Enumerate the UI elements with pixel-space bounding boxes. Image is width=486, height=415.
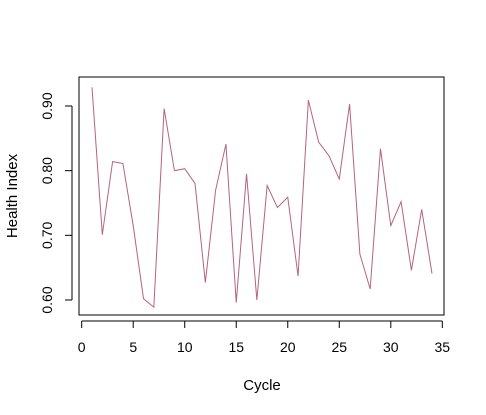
- y-tick-label: 0.90: [39, 92, 55, 119]
- x-axis-title: Cycle: [243, 377, 281, 394]
- y-axis: 0.60 0.70 0.80 0.90: [39, 92, 73, 314]
- x-tick-label: 10: [177, 339, 193, 355]
- plot-frame: [78, 76, 445, 316]
- y-axis-title: Health Index: [4, 153, 21, 238]
- y-tick-label: 0.80: [39, 157, 55, 184]
- x-axis: 0 5 10 15 20 25 30 35: [78, 320, 451, 355]
- y-tick-label: 0.70: [39, 221, 55, 248]
- x-tick-label: 35: [435, 339, 451, 355]
- x-tick-label: 0: [78, 339, 86, 355]
- x-tick-label: 25: [331, 339, 347, 355]
- x-tick-label: 30: [383, 339, 399, 355]
- x-tick-label: 20: [280, 339, 296, 355]
- x-tick-label: 15: [228, 339, 244, 355]
- series-layer: [91, 87, 433, 309]
- x-tick-label: 5: [129, 339, 137, 355]
- y-tick-label: 0.60: [39, 286, 55, 313]
- series-line: [91, 87, 433, 309]
